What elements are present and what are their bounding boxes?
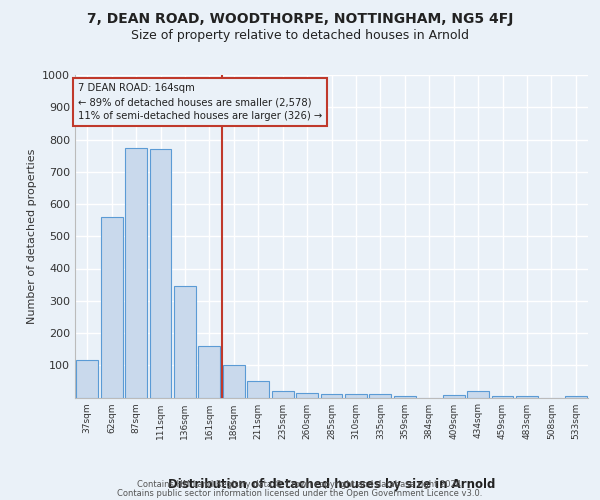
X-axis label: Distribution of detached houses by size in Arnold: Distribution of detached houses by size …: [168, 478, 495, 490]
Bar: [370, 394, 391, 398]
Bar: [272, 391, 293, 398]
Bar: [491, 396, 514, 398]
Bar: [76, 360, 98, 398]
Text: Size of property relative to detached houses in Arnold: Size of property relative to detached ho…: [131, 29, 469, 42]
Bar: [296, 394, 318, 398]
Bar: [125, 148, 147, 398]
Text: Contains public sector information licensed under the Open Government Licence v3: Contains public sector information licen…: [118, 488, 482, 498]
Bar: [467, 391, 489, 398]
Bar: [565, 396, 587, 398]
Text: 7 DEAN ROAD: 164sqm
← 89% of detached houses are smaller (2,578)
11% of semi-det: 7 DEAN ROAD: 164sqm ← 89% of detached ho…: [77, 83, 322, 121]
Bar: [223, 365, 245, 398]
Bar: [320, 394, 343, 398]
Bar: [149, 149, 172, 398]
Bar: [174, 286, 196, 398]
Text: 7, DEAN ROAD, WOODTHORPE, NOTTINGHAM, NG5 4FJ: 7, DEAN ROAD, WOODTHORPE, NOTTINGHAM, NG…: [87, 12, 513, 26]
Bar: [345, 394, 367, 398]
Bar: [516, 396, 538, 398]
Bar: [443, 395, 464, 398]
Bar: [101, 217, 122, 398]
Bar: [247, 382, 269, 398]
Text: Contains HM Land Registry data © Crown copyright and database right 2024.: Contains HM Land Registry data © Crown c…: [137, 480, 463, 489]
Bar: [199, 346, 220, 398]
Y-axis label: Number of detached properties: Number of detached properties: [26, 148, 37, 324]
Bar: [394, 396, 416, 398]
